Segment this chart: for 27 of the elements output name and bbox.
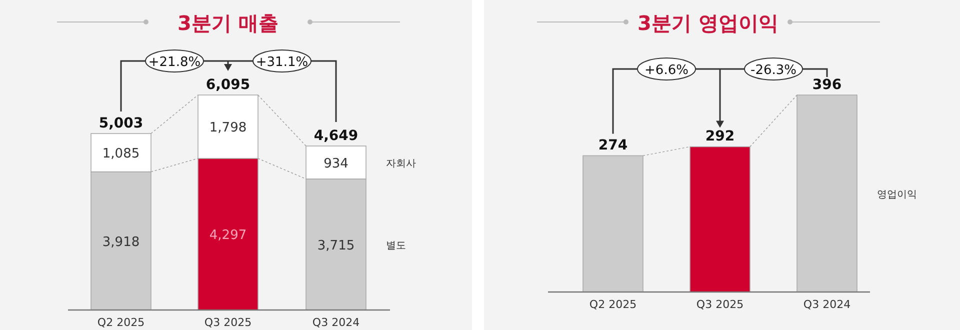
series-label: 별도 — [386, 240, 406, 252]
x-tick-label: Q3 2025 — [696, 298, 744, 311]
x-tick-label: Q3 2025 — [204, 316, 252, 329]
series-label: 자회사 — [386, 158, 416, 170]
data-label: 1,085 — [102, 146, 140, 162]
data-label: 1,798 — [209, 120, 247, 136]
text: +6.6% — [644, 63, 688, 78]
x-tick-label: Q2 2025 — [589, 298, 637, 311]
total-label: 6,095 — [206, 77, 250, 93]
x-tick-label: Q2 2025 — [97, 316, 145, 329]
text: +21.8% — [148, 55, 201, 70]
data-label: 4,297 — [209, 228, 247, 244]
x-tick-label: Q3 2024 — [312, 316, 360, 329]
chart-title: 3분기 영업이익 — [638, 11, 778, 35]
data-label: 274 — [598, 138, 628, 154]
total-label: 4,649 — [314, 128, 358, 144]
data-label: 292 — [705, 128, 735, 145]
x-tick-label: Q3 2024 — [803, 298, 851, 311]
total-label: 5,003 — [98, 116, 144, 132]
data-label: 934 — [324, 156, 348, 172]
series-label: 영업이익 — [877, 190, 917, 200]
chart-title: 3분기 매출 — [178, 11, 278, 35]
data-label: 3,715 — [317, 238, 355, 254]
text: -26.3% — [750, 63, 796, 78]
data-label: 396 — [812, 77, 842, 93]
data-label: 3,918 — [102, 234, 140, 250]
text: +31.1% — [256, 55, 308, 70]
